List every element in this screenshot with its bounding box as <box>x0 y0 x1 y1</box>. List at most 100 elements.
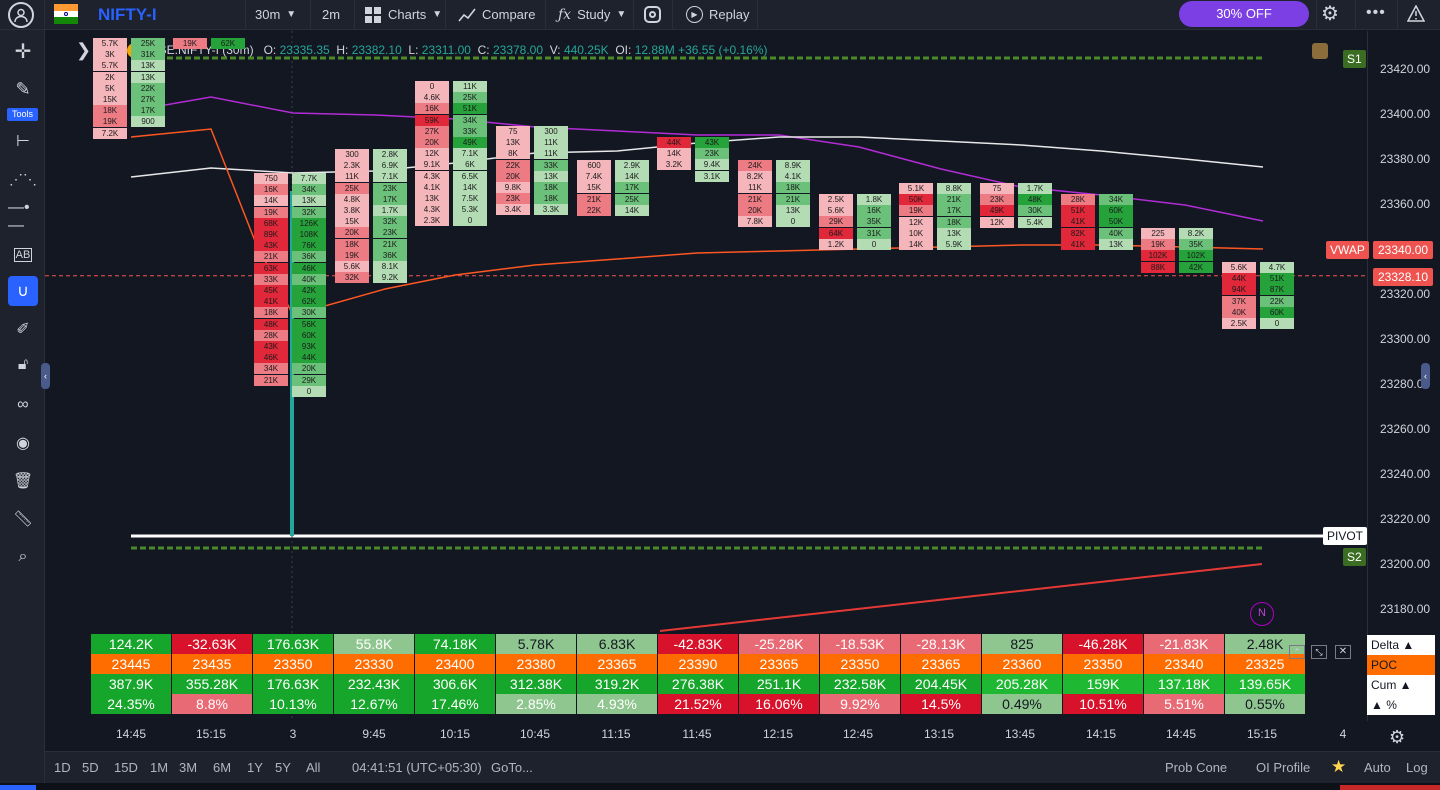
chart-settings-icon[interactable]: ⚙ <box>1389 727 1406 747</box>
measure-tool[interactable]: 📏︎ <box>8 504 38 534</box>
price-label: 23280.00 <box>1380 377 1431 391</box>
delete-tool[interactable]: 🗑︎ <box>8 466 38 496</box>
ask-cell: 5.3K <box>453 204 487 216</box>
trend-line-tool[interactable]: ⊢ <box>8 126 38 156</box>
stats-cum-cell: 205.28K <box>982 674 1063 694</box>
vwap-price-tag: 23340.00 <box>1373 241 1434 259</box>
auto-scale-button[interactable]: Auto <box>1364 760 1391 775</box>
lock-tool[interactable]: 🔓︎ <box>8 350 38 380</box>
compare-icon <box>458 8 476 22</box>
price-label: 23260.00 <box>1380 422 1431 436</box>
bid-cell: 44K <box>657 137 691 148</box>
ask-cell: 8.8K <box>937 183 971 194</box>
divider <box>44 0 45 30</box>
stats-collapse-icon[interactable]: ⌃ <box>1289 645 1305 659</box>
charts-dropdown[interactable]: Charts ▼ <box>356 0 450 29</box>
range-6m-button[interactable]: 6M <box>213 760 232 775</box>
visibility-tool[interactable]: ◉ <box>8 428 38 458</box>
time-axis[interactable]: 14:45 15:15 3 9:45 10:15 10:45 11:15 11:45 12:15… <box>45 721 1440 751</box>
price-label: 23300.00 <box>1380 332 1431 346</box>
bid-cell: 5.6K <box>335 261 369 272</box>
stats-poc-cell: 23350 <box>1063 654 1144 674</box>
ask-cell: 25K <box>131 38 165 49</box>
stats-pct-cell: 2.85% <box>496 694 577 714</box>
range-1y-button[interactable]: 1Y <box>247 760 263 775</box>
stats-delta-cell: 825 <box>982 634 1063 654</box>
pattern-tool[interactable]: ⋰⋱ <box>8 164 38 194</box>
legend-cum[interactable]: Cum ▲ <box>1371 678 1412 692</box>
stats-expand-icon[interactable]: ⤡ <box>1311 645 1327 659</box>
ask-cell: 7.5K <box>453 193 487 204</box>
more-icon[interactable]: ••• <box>1366 4 1386 21</box>
pivot-tag: PIVOT <box>1323 527 1368 545</box>
bid-cell: 23K <box>980 194 1014 206</box>
range-3m-button[interactable]: 3M <box>179 760 198 775</box>
study-dropdown[interactable]: ƒx Study ▼ <box>550 0 634 29</box>
bid-cell: 19K <box>899 205 933 217</box>
symbol-name[interactable]: NIFTY-I <box>98 5 157 24</box>
price-axis[interactable]: 23420.00 23400.00 23380.00 23360.00 23340.00… <box>1367 31 1440 721</box>
range-1m-button[interactable]: 1M <box>150 760 169 775</box>
ask-cell: 13K <box>131 60 165 72</box>
stats-poc-cell: 23435 <box>172 654 253 674</box>
magnet-tool[interactable]: ∪ <box>8 276 38 306</box>
layers-icon[interactable] <box>1312 43 1328 59</box>
collapse-chevron-icon[interactable]: ❯ <box>76 40 92 60</box>
account-icon[interactable] <box>8 2 34 28</box>
replay-button[interactable]: ▶ Replay <box>678 0 757 29</box>
stats-pct-cell: 12.67% <box>334 694 415 714</box>
stats-pct-cell: 14.5% <box>901 694 982 714</box>
star-icon[interactable]: ★ <box>1331 757 1347 776</box>
range-1d-button[interactable]: 1D <box>54 760 71 775</box>
link-tool[interactable]: ∞ <box>8 390 38 420</box>
legend-poc[interactable]: POC <box>1367 655 1435 675</box>
ask-cell: 6.5K <box>453 170 487 182</box>
time-label: 12:15 <box>762 727 794 741</box>
range-5y-button[interactable]: 5Y <box>275 760 291 775</box>
legend-pct[interactable]: ▲ % <box>1371 698 1397 712</box>
ask-cell: 34K <box>1099 194 1133 205</box>
bid-cell: 63K <box>254 262 288 274</box>
n-marker[interactable]: N <box>1250 602 1274 626</box>
stats-poc-cell: 23350 <box>820 654 901 674</box>
stats-cum-cell: 232.58K <box>820 674 901 694</box>
eraser-tool[interactable]: ✐ <box>8 314 38 344</box>
ask-cell: 8.1K <box>373 261 407 272</box>
range-5d-button[interactable]: 5D <box>82 760 99 775</box>
interval-button[interactable]: 2m <box>314 0 348 29</box>
bid-cell: 14K <box>657 148 691 160</box>
legend-delta[interactable]: Delta ▲ <box>1371 638 1415 652</box>
promo-button[interactable]: 30% OFF <box>1179 1 1309 27</box>
text-tool[interactable]: AB <box>8 240 38 270</box>
ask-cell: 11K <box>534 137 568 149</box>
brush-tool[interactable]: ✎ <box>8 74 38 104</box>
bid-cell: 94K <box>1222 284 1256 296</box>
bid-cell: 5.6K <box>819 205 853 217</box>
ask-cell: 2.8K <box>373 149 407 160</box>
crosshair-icon: ✛ <box>14 40 32 63</box>
zoom-tool[interactable]: ⌕ <box>8 542 38 572</box>
alert-triangle-icon[interactable] <box>1406 4 1426 25</box>
compare-button[interactable]: Compare <box>450 0 543 29</box>
prob-cone-button[interactable]: Prob Cone <box>1165 760 1228 775</box>
gear-icon[interactable]: ⚙ <box>1321 3 1339 25</box>
range-all-button[interactable]: All <box>306 760 321 775</box>
oi-value: 12.88M <box>634 43 675 57</box>
bid-cell: 12K <box>415 148 449 160</box>
log-scale-button[interactable]: Log <box>1406 760 1428 775</box>
goto-button[interactable]: GoTo... <box>491 760 533 775</box>
snapshot-icon[interactable] <box>644 6 661 23</box>
ask-cell: 21K <box>937 194 971 206</box>
oi-profile-button[interactable]: OI Profile <box>1256 760 1311 775</box>
stats-close-icon[interactable]: ✕ <box>1335 645 1351 659</box>
range-15d-button[interactable]: 15D <box>114 760 138 775</box>
expand-axis-icon[interactable]: ‹ <box>1421 363 1430 389</box>
time-label: 14:45 <box>115 727 147 741</box>
crosshair-tool[interactable]: ✛ <box>8 36 38 66</box>
chart-pane[interactable] <box>45 31 1367 721</box>
expand-panel-icon[interactable]: ‹ <box>41 363 50 389</box>
horizontal-line-tool[interactable]: —•— <box>8 199 38 234</box>
timeframe-dropdown[interactable]: 30m ▼ <box>247 0 304 29</box>
ask-cell: 21K <box>373 238 407 250</box>
price-label: 23200.00 <box>1380 557 1431 571</box>
